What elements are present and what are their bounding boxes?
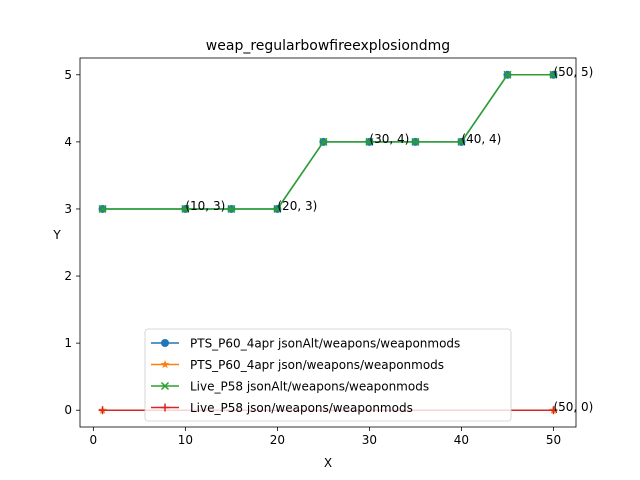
legend-marker [161,403,169,412]
legend-label: PTS_P60_4apr json/weapons/weaponmods [190,358,444,372]
legend-label: PTS_P60_4apr jsonAlt/weapons/weaponmods [190,337,460,351]
x-tick-label: 30 [362,433,377,447]
data-point-series-3 [181,204,190,213]
data-annotation: (30, 4) [369,132,409,146]
y-tick-label: 0 [64,403,72,417]
y-tick-label: 4 [64,135,72,149]
y-axis-label: Y [52,228,61,242]
chart-title: weap_regularbowfireexplosiondmg [206,38,450,54]
legend-label: Live_P58 json/weapons/weaponmods [190,401,413,415]
series-line-3 [102,74,554,210]
data-point-series-3 [365,137,374,146]
data-point-series-3 [411,137,420,146]
legend-box [144,328,512,422]
data-annotation: (50, 5) [553,65,593,79]
legend-marker [160,381,170,391]
x-tick-label: 50 [546,433,561,447]
x-tick-label: 0 [90,433,98,447]
axes-frame [79,57,577,428]
data-point-series-3 [549,70,558,79]
y-tick-label: 2 [64,269,72,283]
data-point-series-3 [503,70,512,79]
x-tick-label: 40 [454,433,469,447]
data-annotation: (20, 3) [277,199,317,213]
data-point-series-3 [227,204,236,213]
x-tick-label: 20 [270,433,285,447]
y-tick-label: 5 [64,68,72,82]
x-tick-label: 10 [178,433,193,447]
data-point-series-4 [549,406,558,415]
y-tick-label: 1 [64,336,72,350]
legend-label: Live_P58 jsonAlt/weapons/weaponmods [190,380,429,394]
x-axis-label: X [324,456,332,470]
data-point-series-3 [457,137,466,146]
legend: PTS_P60_4apr jsonAlt/weapons/weaponmods P… [144,328,512,422]
data-annotation: (50, 0) [553,400,593,414]
data-point-series-3 [98,204,107,213]
data-point-series-4 [98,406,107,415]
data-point-series-3 [319,137,328,146]
legend-marker [161,339,169,347]
data-point-series-3 [273,204,282,213]
y-tick-label: 3 [64,202,72,216]
legend-marker [160,360,170,369]
data-annotation: (40, 4) [461,132,501,146]
data-annotation: (10, 3) [185,199,225,213]
